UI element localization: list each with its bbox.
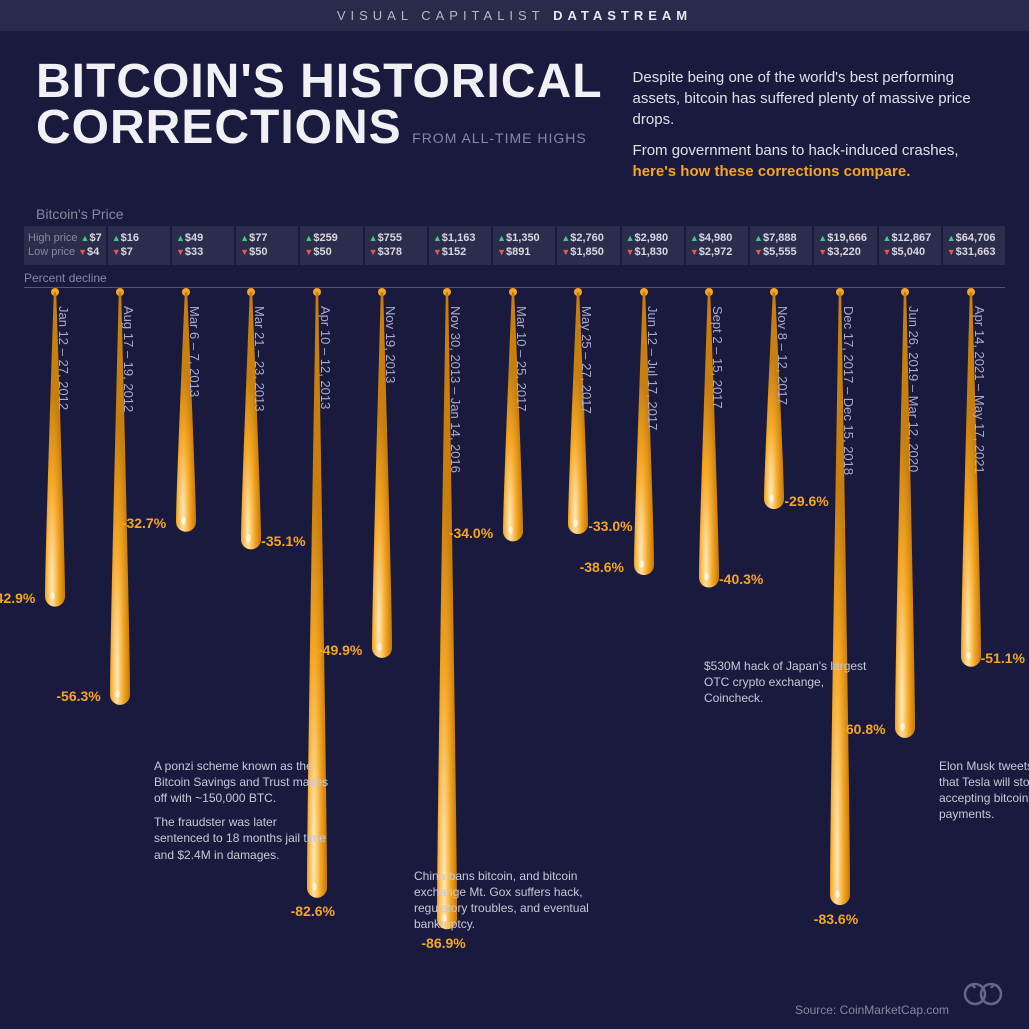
price-box: ▲$77▼$50: [236, 226, 298, 265]
banner-light: VISUAL CAPITALIST: [337, 8, 545, 23]
date-label: Nov 19, 2013: [383, 306, 398, 383]
percent-label: -60.8%: [841, 721, 885, 737]
source-text: Source: CoinMarketCap.com: [795, 1003, 949, 1017]
annotation: A ponzi scheme known as the Bitcoin Savi…: [154, 758, 334, 871]
percent-label: -29.6%: [784, 493, 828, 509]
title-sub: FROM ALL-TIME HIGHS: [412, 130, 587, 146]
description: Despite being one of the world's best pe…: [633, 59, 993, 182]
price-box: ▲$7,888▼$5,555: [750, 226, 812, 265]
date-label: Sept 2 – 15, 2017: [710, 306, 725, 409]
chart-area: Jan 12 – 27, 2012-42.9% Aug 17 – 19, 201…: [24, 287, 1005, 967]
date-label: Mar 21 – 23, 2013: [252, 306, 267, 412]
percent-label: -40.3%: [719, 571, 763, 587]
price-box: ▲$64,706▼$31,663: [943, 226, 1005, 265]
price-section-label: Bitcoin's Price: [36, 206, 1029, 222]
annotation: Elon Musk tweets that Tesla will stop ac…: [939, 758, 1029, 831]
price-box: ▲$19,666▼$3,220: [814, 226, 876, 265]
price-box: High price▲$7Low price▼$4: [24, 226, 106, 265]
date-label: Aug 17 – 19, 2012: [121, 306, 136, 412]
percent-label: -34.0%: [449, 525, 493, 541]
percent-label: -38.6%: [580, 559, 624, 575]
annotation: China bans bitcoin, and bitcoin exchange…: [414, 868, 614, 941]
percent-label: -42.9%: [0, 590, 35, 606]
percent-label: -83.6%: [814, 911, 858, 927]
percent-label: -56.3%: [56, 688, 100, 704]
date-label: Nov 8 – 12, 2017: [775, 306, 790, 405]
price-box: ▲$12,867▼$5,040: [879, 226, 941, 265]
date-label: Jun 12 – Jul 17, 2017: [645, 306, 660, 430]
price-box: ▲$1,163▼$152: [429, 226, 491, 265]
vc-logo-icon: [961, 978, 1005, 1017]
price-row: High price▲$7Low price▼$4▲$16▼$7▲$49▼$33…: [0, 226, 1029, 265]
date-label: Dec 17, 2017 – Dec 15, 2018: [841, 306, 856, 475]
price-box: ▲$755▼$378: [365, 226, 427, 265]
date-label: Jun 26, 2019 – Mar 12, 2020: [906, 306, 921, 472]
price-box: ▲$49▼$33: [172, 226, 234, 265]
price-box: ▲$2,760▼$1,850: [557, 226, 619, 265]
price-box: ▲$16▼$7: [108, 226, 170, 265]
date-label: Nov 30, 2013 – Jan 14, 2016: [448, 306, 463, 473]
header: BITCOIN'S HISTORICAL CORRECTIONS FROM AL…: [0, 31, 1029, 192]
desc-p1: Despite being one of the world's best pe…: [633, 67, 993, 130]
price-box: ▲$259▼$50: [300, 226, 362, 265]
price-box: ▲$4,980▼$2,972: [686, 226, 748, 265]
date-label: May 25 – 27, 2017: [579, 306, 594, 414]
percent-label: -33.0%: [588, 518, 632, 534]
date-label: Apr 14, 2021 – May 17, 2021: [972, 306, 987, 474]
title-block: BITCOIN'S HISTORICAL CORRECTIONS FROM AL…: [36, 59, 603, 150]
percent-label: -35.1%: [261, 533, 305, 549]
annotation: $530M hack of Japan's largest OTC crypto…: [704, 658, 884, 715]
title-line1: BITCOIN'S HISTORICAL: [36, 59, 603, 105]
percent-decline-label: Percent decline: [24, 271, 1029, 285]
date-label: Jan 12 – 27, 2012: [56, 306, 71, 410]
percent-label: -82.6%: [291, 903, 335, 919]
percent-label: -51.1%: [981, 650, 1025, 666]
top-banner: VISUAL CAPITALIST DATASTREAM: [0, 0, 1029, 31]
date-label: Mar 10 – 25, 2017: [514, 306, 529, 412]
title-line2: CORRECTIONS: [36, 101, 402, 154]
date-label: Mar 6 – 7, 2013: [187, 306, 202, 397]
price-box: ▲$2,980▼$1,830: [622, 226, 684, 265]
price-box: ▲$1,350▼$891: [493, 226, 555, 265]
desc-p2: From government bans to hack-induced cra…: [633, 140, 993, 182]
banner-bold: DATASTREAM: [553, 8, 692, 23]
percent-label: -49.9%: [318, 642, 362, 658]
percent-label: -32.7%: [122, 515, 166, 531]
date-label: Apr 10 – 12, 2013: [318, 306, 333, 409]
